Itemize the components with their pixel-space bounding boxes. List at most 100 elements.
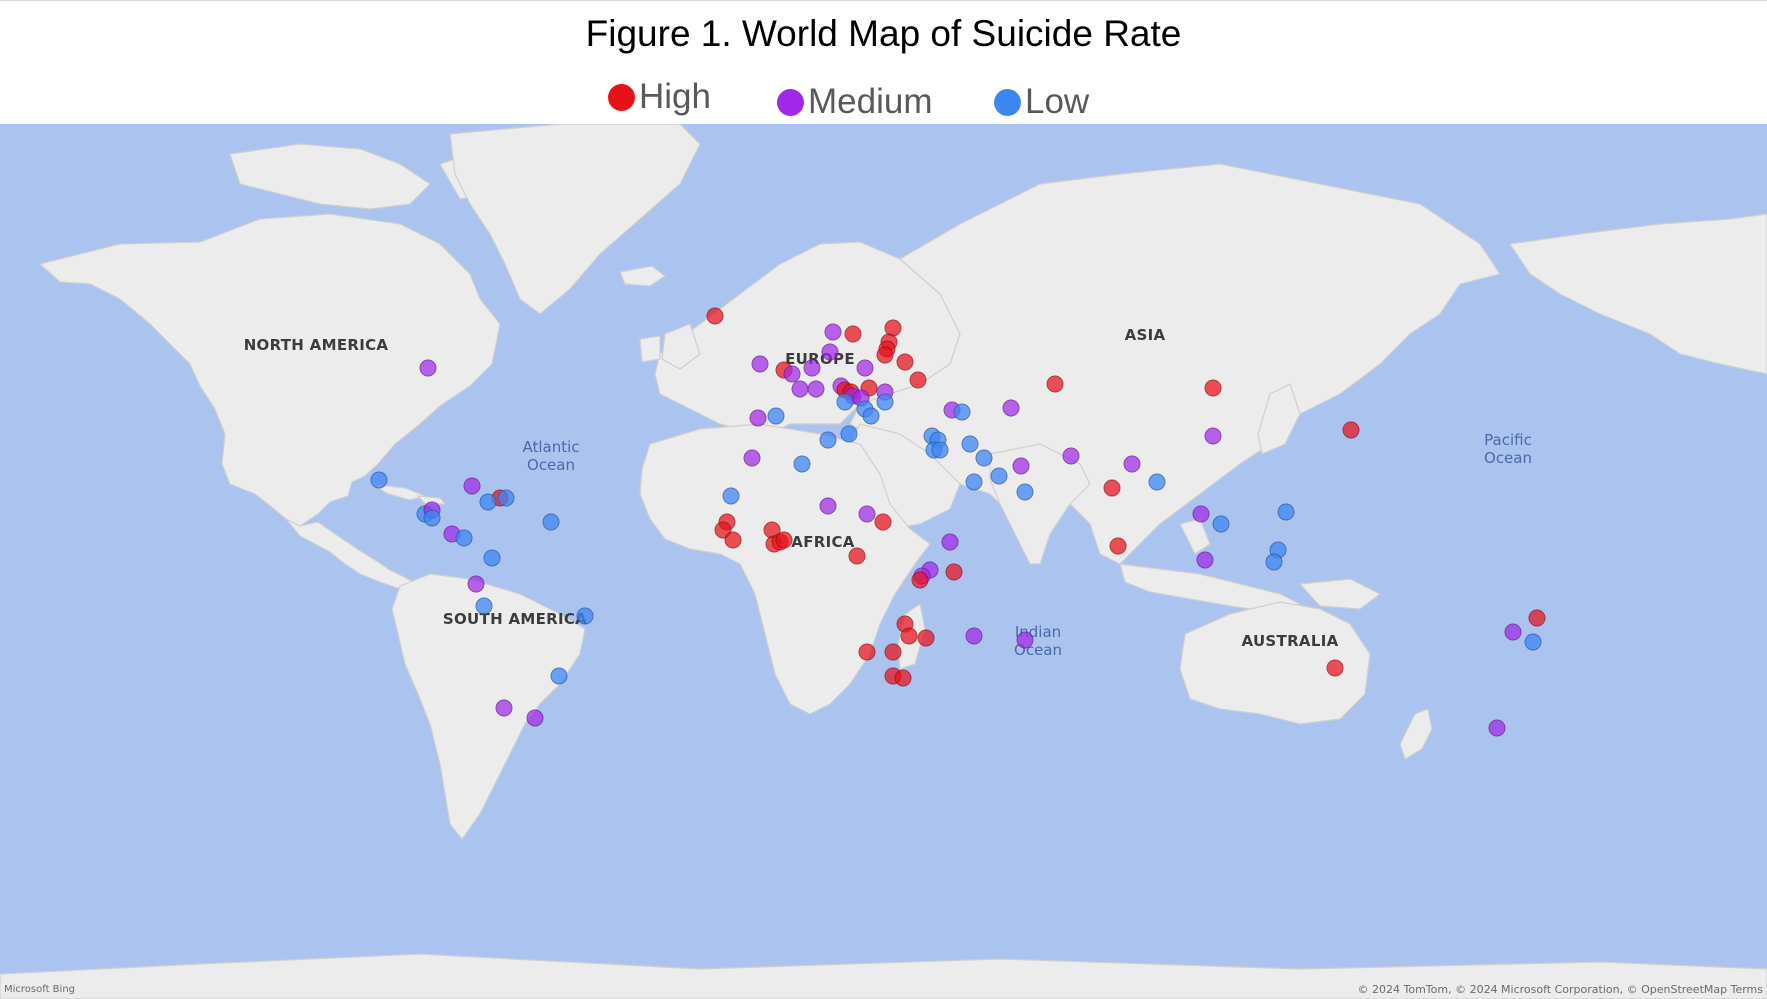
legend-item-medium: Medium: [777, 78, 932, 126]
continent-label-australia: AUSTRALIA: [1241, 632, 1339, 650]
continent-label-africa: AFRICA: [791, 533, 855, 551]
map-marker-low[interactable]: [961, 435, 979, 453]
map-marker-low[interactable]: [931, 441, 949, 459]
map-marker-medium[interactable]: [1488, 719, 1506, 737]
map-marker-low[interactable]: [990, 467, 1008, 485]
map-marker-high[interactable]: [1046, 375, 1064, 393]
map-marker-low[interactable]: [862, 407, 880, 425]
map-marker-low[interactable]: [475, 597, 493, 615]
legend-dot-high: [608, 83, 635, 111]
map-marker-medium[interactable]: [743, 449, 760, 467]
map-marker-high[interactable]: [1109, 537, 1127, 555]
map-marker-medium[interactable]: [1016, 631, 1034, 649]
legend-dot-low: [994, 88, 1021, 116]
legend-label-medium: Medium: [808, 82, 933, 121]
map-marker-low[interactable]: [876, 393, 894, 411]
land-japan: [1257, 383, 1301, 455]
map-marker-high[interactable]: [917, 629, 935, 647]
map-marker-medium[interactable]: [824, 323, 841, 341]
land-antarctica: [0, 953, 1767, 999]
map-marker-high[interactable]: [894, 669, 912, 687]
world-map[interactable]: NORTH AMERICA SOUTH AMERICA EUROPE AFRIC…: [0, 124, 1767, 999]
map-marker-low[interactable]: [1524, 633, 1542, 651]
map-marker-medium[interactable]: [1123, 455, 1141, 473]
map-marker-low[interactable]: [550, 667, 568, 685]
map-marker-medium[interactable]: [803, 359, 821, 377]
map-marker-low[interactable]: [497, 489, 515, 507]
map-marker-high[interactable]: [945, 563, 963, 581]
map-marker-medium[interactable]: [419, 359, 436, 377]
map-marker-high[interactable]: [896, 353, 914, 371]
land-alaska-east: [1508, 213, 1767, 375]
map-marker-low[interactable]: [1265, 553, 1283, 571]
map-marker-medium[interactable]: [463, 477, 481, 495]
map-marker-high[interactable]: [775, 531, 793, 549]
map-marker-medium[interactable]: [749, 409, 767, 427]
map-marker-high[interactable]: [844, 325, 862, 343]
map-marker-medium[interactable]: [1012, 457, 1030, 475]
map-marker-low[interactable]: [423, 509, 441, 527]
map-marker-medium[interactable]: [783, 365, 801, 383]
map-marker-low[interactable]: [483, 549, 501, 567]
map-marker-medium[interactable]: [856, 359, 874, 377]
map-marker-medium[interactable]: [526, 709, 544, 727]
map-marker-high[interactable]: [1103, 479, 1121, 497]
map-marker-low[interactable]: [1277, 503, 1295, 521]
map-marker-medium[interactable]: [819, 497, 837, 515]
map-marker-medium[interactable]: [965, 627, 983, 645]
map-marker-low[interactable]: [836, 393, 854, 411]
map-marker-high[interactable]: [1528, 609, 1546, 627]
map-marker-medium[interactable]: [821, 343, 839, 361]
land-north-america: [38, 213, 501, 527]
map-marker-high[interactable]: [1204, 379, 1222, 397]
map-marker-medium[interactable]: [751, 355, 769, 373]
map-marker-high[interactable]: [884, 643, 902, 661]
map-marker-low[interactable]: [819, 431, 837, 449]
map-marker-low[interactable]: [479, 493, 497, 511]
map-marker-medium[interactable]: [467, 575, 485, 593]
map-marker-low[interactable]: [767, 407, 785, 425]
map-marker-high[interactable]: [724, 531, 742, 549]
map-marker-high[interactable]: [909, 371, 927, 389]
map-marker-high[interactable]: [706, 307, 724, 325]
map-marker-low[interactable]: [1016, 483, 1034, 501]
map-marker-medium[interactable]: [807, 380, 825, 398]
map-marker-medium[interactable]: [1062, 447, 1080, 465]
map-marker-medium[interactable]: [858, 505, 876, 523]
map-marker-low[interactable]: [975, 449, 993, 467]
map-marker-medium[interactable]: [941, 533, 959, 551]
land-central-america: [285, 518, 422, 590]
map-marker-high[interactable]: [911, 571, 929, 589]
map-marker-high[interactable]: [1342, 421, 1360, 439]
map-marker-medium[interactable]: [791, 380, 809, 398]
map-marker-medium[interactable]: [1196, 551, 1214, 569]
map-marker-high[interactable]: [848, 547, 866, 565]
ocean-label-atlantic: Atlantic Ocean: [522, 438, 580, 474]
map-marker-medium[interactable]: [1504, 623, 1522, 641]
map-marker-high[interactable]: [1326, 659, 1344, 677]
map-marker-low[interactable]: [965, 473, 983, 491]
map-marker-medium[interactable]: [1002, 399, 1020, 417]
map-marker-low[interactable]: [722, 487, 740, 505]
map-marker-low[interactable]: [576, 607, 594, 625]
land-australia: [1179, 601, 1371, 725]
map-marker-medium[interactable]: [1204, 427, 1222, 445]
map-marker-high[interactable]: [900, 627, 918, 645]
map-marker-high[interactable]: [858, 643, 876, 661]
map-marker-low[interactable]: [840, 425, 858, 443]
map-marker-low[interactable]: [370, 471, 388, 489]
map-marker-high[interactable]: [876, 346, 894, 364]
map-marker-low[interactable]: [455, 529, 473, 547]
map-marker-low[interactable]: [1212, 515, 1230, 533]
map-marker-low[interactable]: [793, 455, 811, 473]
map-marker-medium[interactable]: [1192, 505, 1210, 523]
land-greenland: [449, 124, 701, 315]
map-marker-medium[interactable]: [495, 699, 513, 717]
map-marker-low[interactable]: [953, 403, 971, 421]
legend-label-high: High: [639, 77, 711, 116]
map-marker-low[interactable]: [542, 513, 560, 531]
map-attribution[interactable]: © 2024 TomTom, © 2024 Microsoft Corporat…: [1357, 983, 1764, 996]
map-marker-high[interactable]: [874, 513, 892, 531]
figure-title: Figure 1. World Map of Suicide Rate: [585, 13, 1182, 54]
map-marker-low[interactable]: [1148, 473, 1165, 491]
